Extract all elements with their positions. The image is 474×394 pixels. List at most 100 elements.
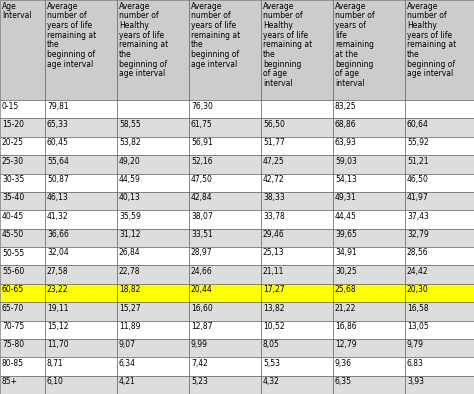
Text: 9,99: 9,99 xyxy=(191,340,208,349)
Text: 49,31: 49,31 xyxy=(335,193,357,203)
Text: 55,92: 55,92 xyxy=(407,138,429,147)
Text: 19,11: 19,11 xyxy=(47,304,69,312)
Bar xyxy=(261,137,333,155)
Bar xyxy=(117,247,189,266)
Text: 25,68: 25,68 xyxy=(335,285,356,294)
Bar xyxy=(333,118,405,137)
Bar xyxy=(333,192,405,210)
Bar xyxy=(189,247,261,266)
Bar xyxy=(333,137,405,155)
Text: 6,10: 6,10 xyxy=(47,377,64,386)
Bar xyxy=(45,375,117,394)
Bar xyxy=(45,266,117,284)
Text: 4,21: 4,21 xyxy=(119,377,136,386)
Bar xyxy=(45,137,117,155)
Bar xyxy=(333,100,405,118)
Text: 34,91: 34,91 xyxy=(335,249,357,258)
Text: 20,30: 20,30 xyxy=(407,285,429,294)
Text: 21,11: 21,11 xyxy=(263,267,284,276)
Text: 8,71: 8,71 xyxy=(47,359,64,368)
Text: 25-30: 25-30 xyxy=(2,157,24,165)
Bar xyxy=(0,284,45,302)
Bar xyxy=(261,266,333,284)
Bar xyxy=(117,284,189,302)
Text: 9,07: 9,07 xyxy=(119,340,136,349)
Bar xyxy=(333,155,405,173)
Bar xyxy=(189,100,261,118)
Text: 85+: 85+ xyxy=(2,377,18,386)
Bar xyxy=(0,266,45,284)
Text: 10,52: 10,52 xyxy=(263,322,284,331)
Text: 44,45: 44,45 xyxy=(335,212,357,221)
Bar xyxy=(189,284,261,302)
Text: 5,53: 5,53 xyxy=(263,359,280,368)
Text: 41,97: 41,97 xyxy=(407,193,429,203)
Bar xyxy=(189,173,261,192)
Bar xyxy=(189,320,261,339)
Text: 47,25: 47,25 xyxy=(263,157,285,165)
Text: 3,93: 3,93 xyxy=(407,377,424,386)
Text: 39,65: 39,65 xyxy=(335,230,357,239)
Text: 51,77: 51,77 xyxy=(263,138,285,147)
Text: 79,81: 79,81 xyxy=(47,102,69,110)
Bar xyxy=(261,284,333,302)
Text: 30,25: 30,25 xyxy=(335,267,357,276)
Text: 56,91: 56,91 xyxy=(191,138,213,147)
Text: 65,33: 65,33 xyxy=(47,120,69,129)
Bar xyxy=(405,192,474,210)
Text: 28,56: 28,56 xyxy=(407,249,428,258)
Bar xyxy=(405,320,474,339)
Text: 6,83: 6,83 xyxy=(407,359,424,368)
Bar xyxy=(261,192,333,210)
Bar xyxy=(0,247,45,266)
Bar xyxy=(0,320,45,339)
Text: 50,87: 50,87 xyxy=(47,175,69,184)
Bar xyxy=(117,0,189,100)
Text: 35-40: 35-40 xyxy=(2,193,24,203)
Bar xyxy=(261,100,333,118)
Text: 35,59: 35,59 xyxy=(119,212,141,221)
Text: 53,82: 53,82 xyxy=(119,138,141,147)
Text: 32,04: 32,04 xyxy=(47,249,69,258)
Bar xyxy=(45,100,117,118)
Text: 16,86: 16,86 xyxy=(335,322,356,331)
Bar xyxy=(333,284,405,302)
Bar xyxy=(261,375,333,394)
Text: 54,13: 54,13 xyxy=(335,175,357,184)
Bar xyxy=(117,320,189,339)
Text: 0-15: 0-15 xyxy=(2,102,19,110)
Text: 15-20: 15-20 xyxy=(2,120,24,129)
Text: 24,66: 24,66 xyxy=(191,267,213,276)
Text: Average
number of
Healthy
years of life
remaining at
the
beginning of
age interv: Average number of Healthy years of life … xyxy=(407,2,456,78)
Bar xyxy=(405,137,474,155)
Bar xyxy=(0,155,45,173)
Text: 12,79: 12,79 xyxy=(335,340,356,349)
Bar xyxy=(117,118,189,137)
Bar xyxy=(261,229,333,247)
Text: 68,86: 68,86 xyxy=(335,120,356,129)
Text: 55-60: 55-60 xyxy=(2,267,24,276)
Bar xyxy=(45,357,117,375)
Text: 60,64: 60,64 xyxy=(407,120,429,129)
Bar xyxy=(45,210,117,229)
Text: 36,66: 36,66 xyxy=(47,230,69,239)
Bar xyxy=(333,357,405,375)
Bar xyxy=(45,118,117,137)
Bar xyxy=(0,0,45,100)
Bar xyxy=(405,210,474,229)
Text: 50-55: 50-55 xyxy=(2,249,24,258)
Bar xyxy=(261,0,333,100)
Text: 31,12: 31,12 xyxy=(119,230,140,239)
Bar xyxy=(0,357,45,375)
Bar xyxy=(333,210,405,229)
Bar xyxy=(261,173,333,192)
Bar xyxy=(333,173,405,192)
Text: Average
number of
years of life
remaining at
the
beginning of
age interval: Average number of years of life remainin… xyxy=(47,2,96,69)
Bar xyxy=(117,210,189,229)
Bar xyxy=(45,284,117,302)
Bar xyxy=(45,173,117,192)
Text: 30-35: 30-35 xyxy=(2,175,24,184)
Bar xyxy=(45,302,117,320)
Text: 65-70: 65-70 xyxy=(2,304,24,312)
Bar xyxy=(333,229,405,247)
